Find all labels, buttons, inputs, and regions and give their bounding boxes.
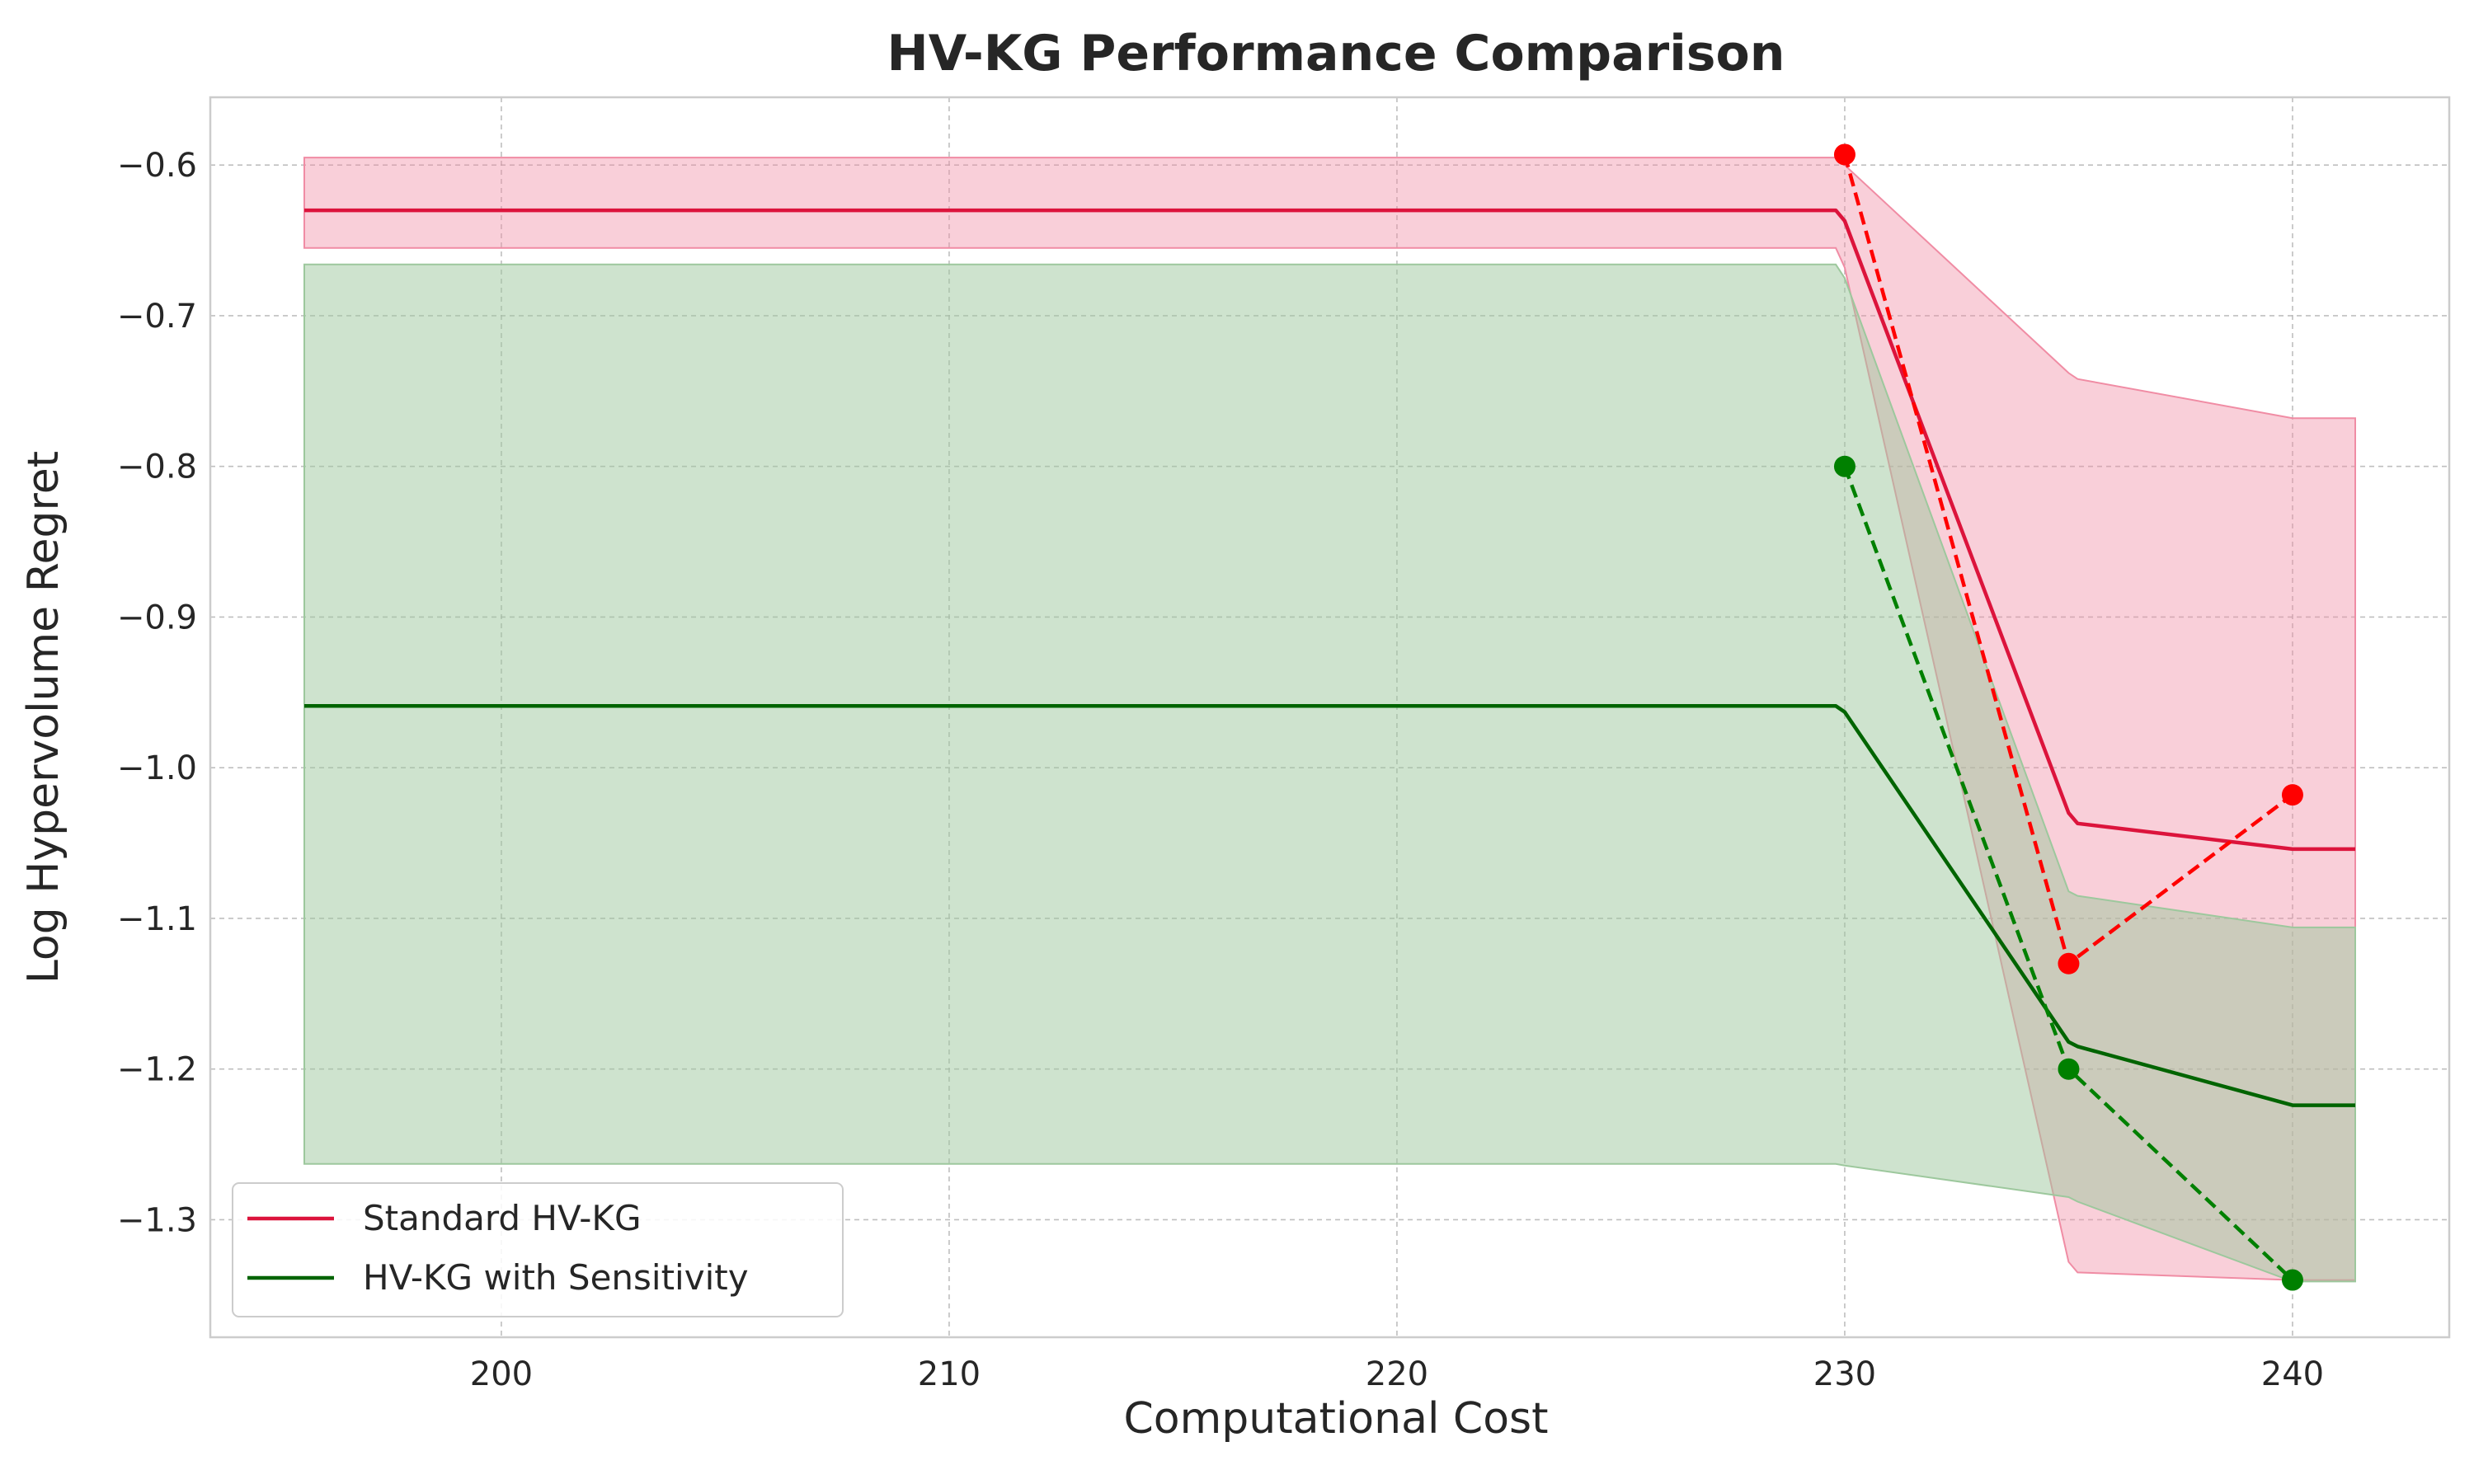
legend-label-0: Standard HV-KG xyxy=(363,1198,642,1238)
axes-frame xyxy=(209,96,2451,1339)
chart-title: HV-KG Performance Comparison xyxy=(887,25,1785,82)
data-point xyxy=(2281,784,2303,806)
series-markers xyxy=(1833,143,2303,1291)
x-tick-label: 230 xyxy=(1813,1355,1876,1393)
y-tick-label: −0.7 xyxy=(117,298,197,336)
y-tick-label: −0.8 xyxy=(117,448,197,486)
data-point xyxy=(2058,1058,2080,1080)
series-line-1 xyxy=(304,704,2355,1107)
x-tick-label: 210 xyxy=(918,1355,981,1393)
plot-border xyxy=(209,96,2451,1339)
y-tick-label: −0.6 xyxy=(117,147,197,185)
data-point xyxy=(1833,455,1856,477)
x-axis-label: Computational Cost xyxy=(1123,1394,1548,1444)
y-tick-label: −1.3 xyxy=(117,1201,197,1239)
data-point xyxy=(1833,143,1856,166)
legend: Standard HV-KG HV-KG with Sensitivity xyxy=(232,1182,844,1317)
data-point xyxy=(2058,952,2080,974)
series-line-0 xyxy=(304,208,2355,852)
data-point xyxy=(2281,1269,2303,1291)
y-tick-label: −1.0 xyxy=(117,749,197,787)
confidence-bands xyxy=(303,157,2356,1283)
x-tick-label: 200 xyxy=(470,1355,533,1393)
x-tick-label: 240 xyxy=(2261,1355,2324,1393)
x-tick-label: 220 xyxy=(1366,1355,1428,1393)
x-axis-ticks: 200 210 220 230 240 xyxy=(470,1355,2324,1393)
y-tick-label: −1.2 xyxy=(117,1051,197,1089)
legend-label-1: HV-KG with Sensitivity xyxy=(363,1257,749,1298)
y-axis-ticks: −0.6 −0.7 −0.8 −0.9 −1.0 −1.1 −1.2 −1.3 xyxy=(117,147,197,1239)
y-tick-label: −0.9 xyxy=(117,599,197,636)
y-axis-label: Log Hypervolume Regret xyxy=(19,451,68,984)
confidence-band-1 xyxy=(303,263,2356,1283)
y-tick-label: −1.1 xyxy=(117,900,197,938)
legend-box xyxy=(232,1182,844,1317)
